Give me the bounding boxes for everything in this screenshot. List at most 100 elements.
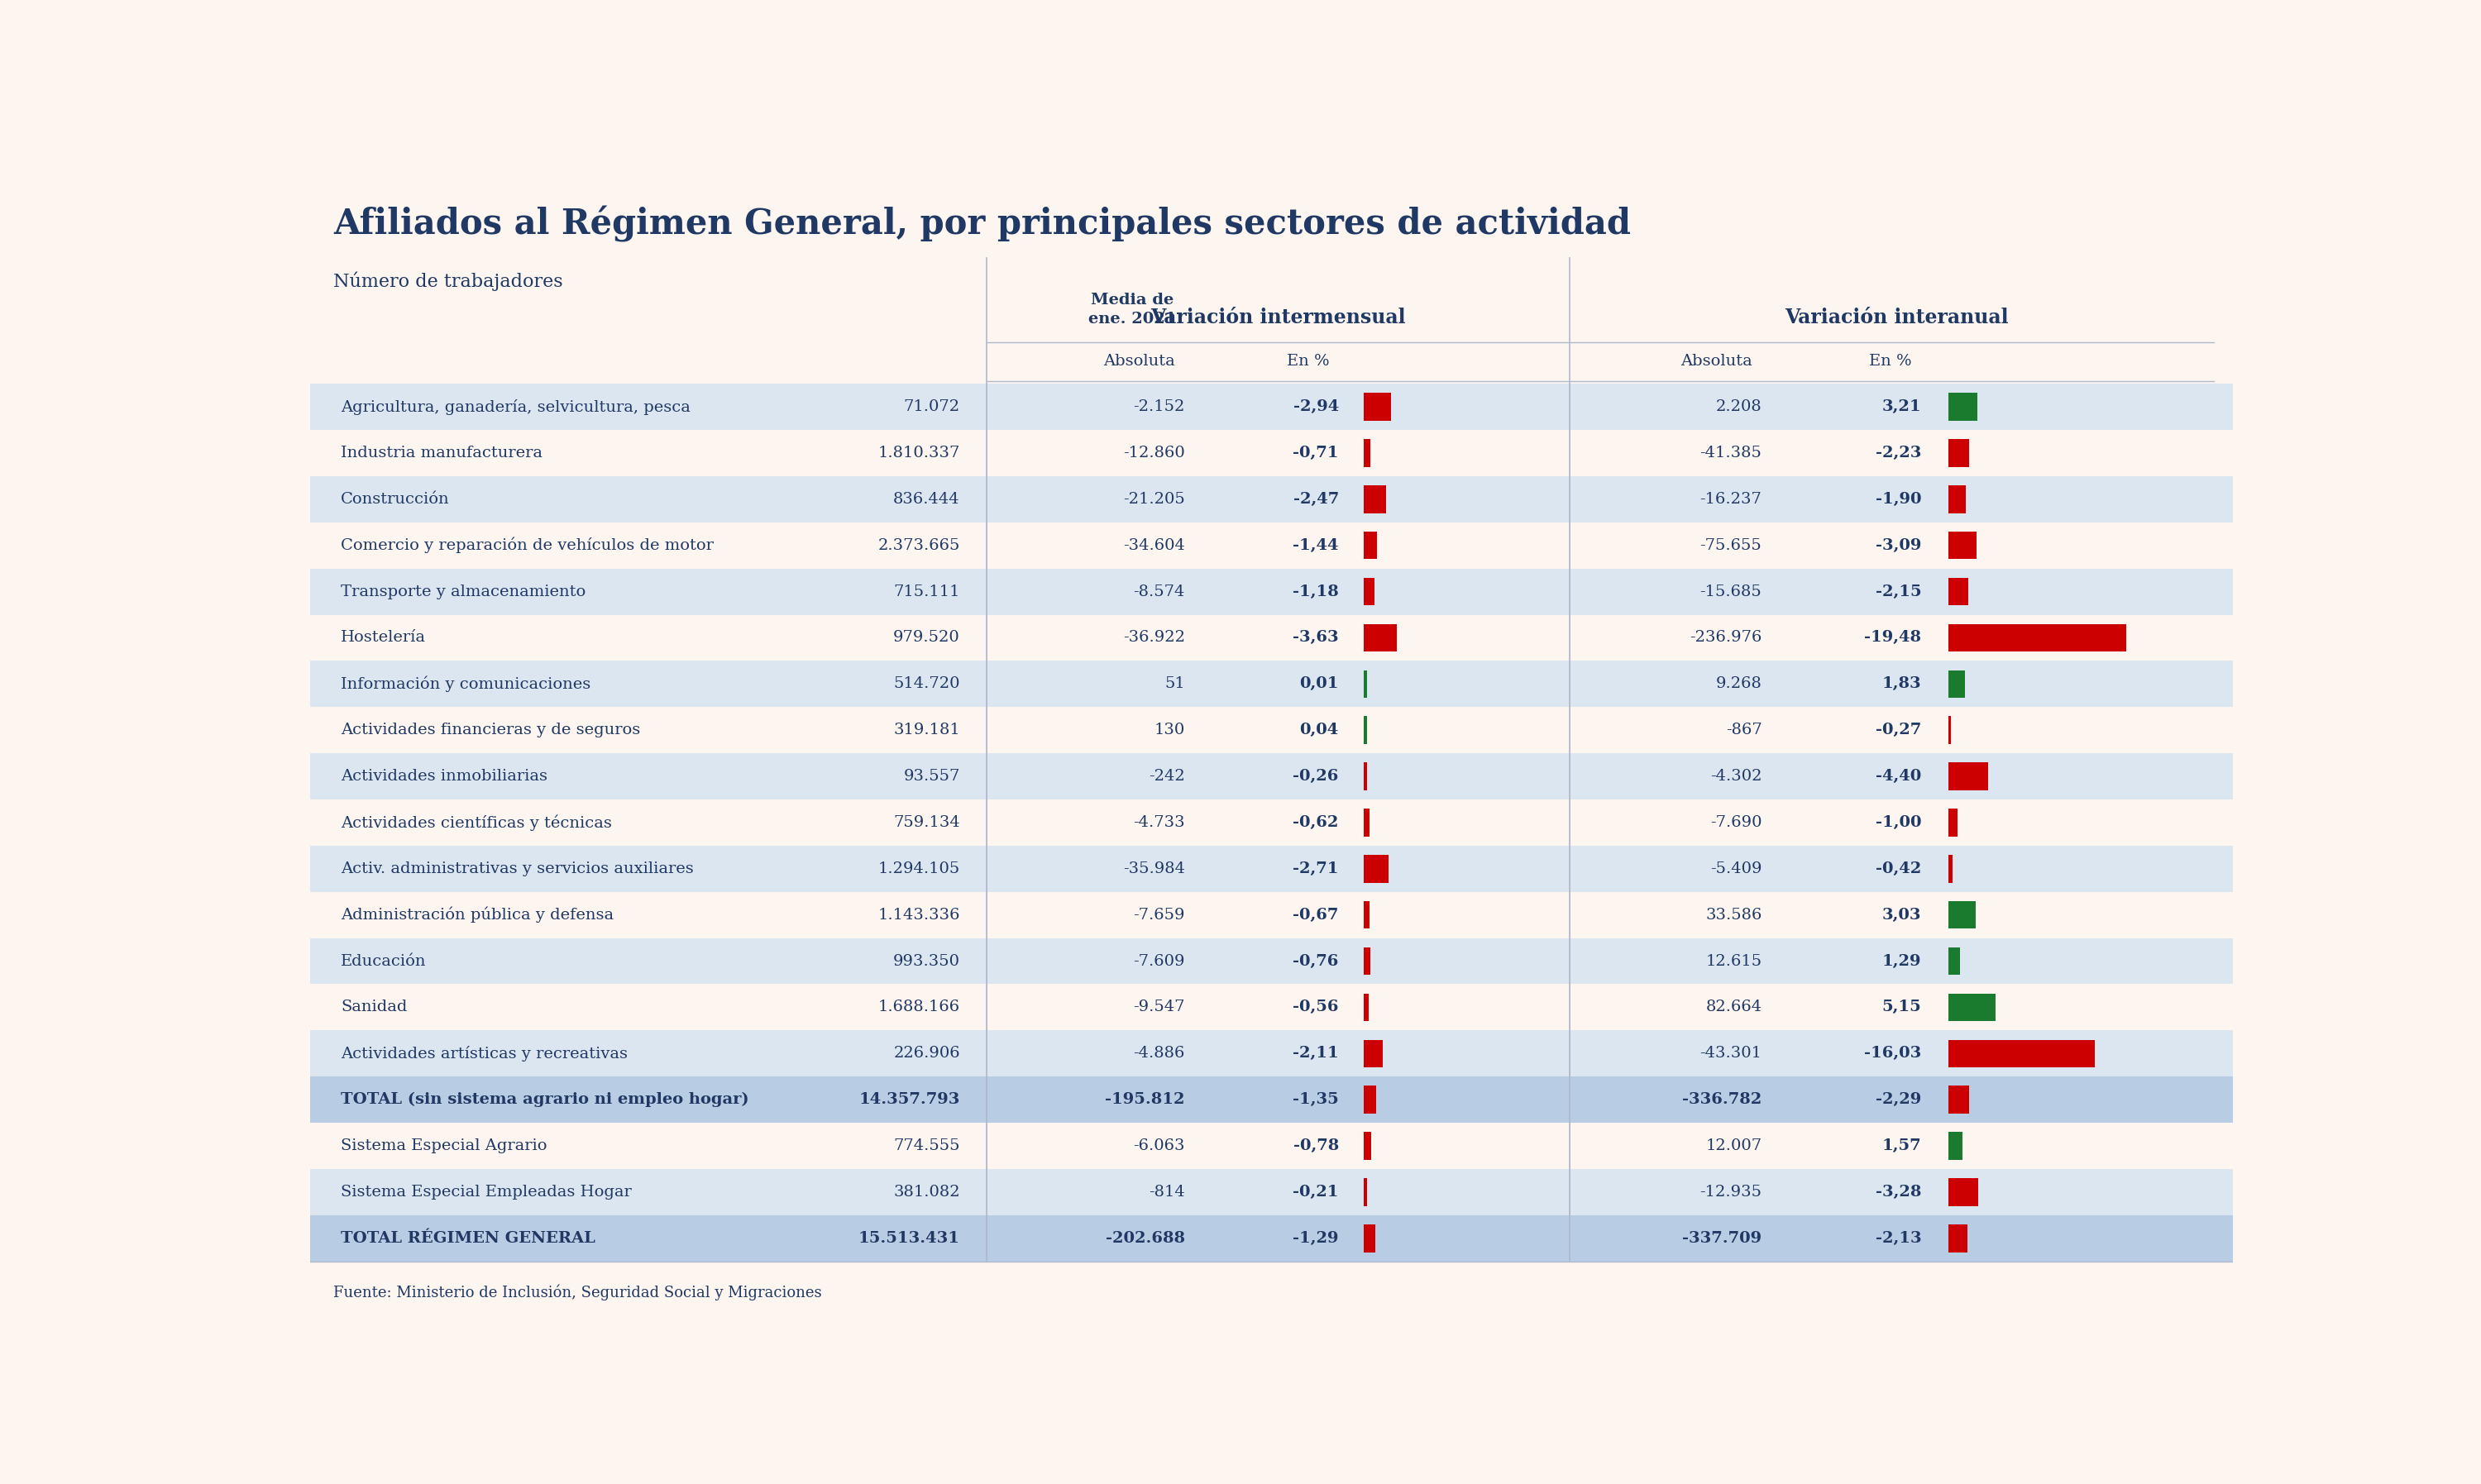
Bar [310,892,2233,938]
Text: 3,03: 3,03 [1883,908,1920,923]
Text: -0,62: -0,62 [1293,815,1340,830]
Bar [310,384,2233,430]
Bar [1365,485,1387,513]
Text: Administración pública y defensa: Administración pública y defensa [340,907,613,923]
Text: -0,78: -0,78 [1293,1138,1340,1153]
Bar [1365,855,1389,883]
Text: 1,29: 1,29 [1883,954,1920,969]
Text: -19,48: -19,48 [1863,631,1920,646]
Text: -21.205: -21.205 [1124,491,1186,506]
Bar [1948,1040,2094,1067]
Bar [310,1030,2233,1076]
Text: Sanidad: Sanidad [340,1000,407,1015]
Text: Activ. administrativas y servicios auxiliares: Activ. administrativas y servicios auxil… [340,861,695,876]
Text: -16.237: -16.237 [1699,491,1762,506]
Text: 5,15: 5,15 [1883,1000,1920,1015]
Text: Media de
ene. 2021: Media de ene. 2021 [1089,292,1176,326]
Text: Afiliados al Régimen General, por principales sectores de actividad: Afiliados al Régimen General, por princi… [332,206,1630,242]
Bar [1948,531,1977,559]
Bar [1365,439,1370,467]
Text: -7.659: -7.659 [1134,908,1186,923]
Text: -2,29: -2,29 [1876,1092,1920,1107]
Text: 3,21: 3,21 [1883,399,1920,414]
Text: Número de trabajadores: Número de trabajadores [332,272,563,291]
Bar [1948,439,1970,467]
Bar [1365,1040,1382,1067]
Text: -0,67: -0,67 [1293,908,1340,923]
Text: -2,47: -2,47 [1293,491,1340,506]
Text: -0,56: -0,56 [1293,1000,1340,1015]
Bar [1948,1132,1962,1159]
Text: 1.294.105: 1.294.105 [878,861,960,876]
Text: -2,11: -2,11 [1293,1046,1340,1061]
Bar [1948,947,1960,975]
Text: -9.547: -9.547 [1134,1000,1186,1015]
Bar [1948,901,1975,929]
Text: 15.513.431: 15.513.431 [858,1230,960,1245]
Bar [310,1215,2233,1261]
Text: 759.134: 759.134 [893,815,960,830]
Bar [1365,577,1374,605]
Text: -12.935: -12.935 [1699,1184,1762,1199]
Bar [1365,393,1392,420]
Bar [1948,763,1987,789]
Text: Actividades artísticas y recreativas: Actividades artísticas y recreativas [340,1046,628,1061]
Text: -6.063: -6.063 [1134,1138,1186,1153]
Text: -0,26: -0,26 [1293,769,1340,784]
Bar [1365,993,1370,1021]
Text: Actividades financieras y de seguros: Actividades financieras y de seguros [340,723,640,738]
Bar [1365,1224,1374,1252]
Bar [310,754,2233,800]
Text: 381.082: 381.082 [893,1184,960,1199]
Bar [1365,901,1370,929]
Bar [1948,809,1958,837]
Text: Actividades inmobiliarias: Actividades inmobiliarias [340,769,548,784]
Text: -2,13: -2,13 [1876,1230,1920,1245]
Text: 93.557: 93.557 [903,769,960,784]
Text: Educación: Educación [340,954,427,969]
Text: -0,27: -0,27 [1876,723,1920,738]
Text: -5.409: -5.409 [1709,861,1762,876]
Text: -1,35: -1,35 [1293,1092,1340,1107]
Text: -336.782: -336.782 [1682,1092,1762,1107]
Text: -0,42: -0,42 [1876,861,1920,876]
Bar [1948,1178,1977,1206]
Text: En %: En % [1868,353,1913,368]
Bar [310,706,2233,754]
Bar [1365,763,1367,789]
Text: Agricultura, ganadería, selvicultura, pesca: Agricultura, ganadería, selvicultura, pe… [340,399,690,414]
Text: 51: 51 [1164,677,1186,692]
Text: -35.984: -35.984 [1124,861,1186,876]
Bar [1948,1224,1967,1252]
Text: 12.007: 12.007 [1704,1138,1762,1153]
Text: 1.143.336: 1.143.336 [878,908,960,923]
Text: Fuente: Ministerio de Inclusión, Seguridad Social y Migraciones: Fuente: Ministerio de Inclusión, Segurid… [332,1284,821,1300]
Bar [310,476,2233,522]
Text: TOTAL RÉGIMEN GENERAL: TOTAL RÉGIMEN GENERAL [340,1230,595,1245]
Text: 1,83: 1,83 [1883,677,1920,692]
Bar [310,1076,2233,1123]
Bar [1365,809,1370,837]
Text: -43.301: -43.301 [1699,1046,1762,1061]
Text: -236.976: -236.976 [1690,631,1762,646]
Bar [310,938,2233,984]
Bar [1365,717,1367,743]
Text: -195.812: -195.812 [1104,1092,1186,1107]
Text: -1,18: -1,18 [1293,585,1340,600]
Text: Variación interanual: Variación interanual [1784,307,2007,328]
Text: 836.444: 836.444 [893,491,960,506]
Bar [1365,531,1377,559]
Text: Variación intermensual: Variación intermensual [1151,307,1407,328]
Bar [1365,1132,1372,1159]
Text: Comercio y reparación de vehículos de motor: Comercio y reparación de vehículos de mo… [340,537,715,554]
Text: TOTAL (sin sistema agrario ni empleo hogar): TOTAL (sin sistema agrario ni empleo hog… [340,1092,749,1107]
Bar [1365,671,1367,697]
Text: 2.208: 2.208 [1717,399,1762,414]
Text: -15.685: -15.685 [1699,585,1762,600]
Text: -867: -867 [1727,723,1762,738]
Bar [1365,623,1397,651]
Text: En %: En % [1288,353,1330,368]
Text: 226.906: 226.906 [893,1046,960,1061]
Text: 0,04: 0,04 [1300,723,1340,738]
Bar [1948,623,2126,651]
